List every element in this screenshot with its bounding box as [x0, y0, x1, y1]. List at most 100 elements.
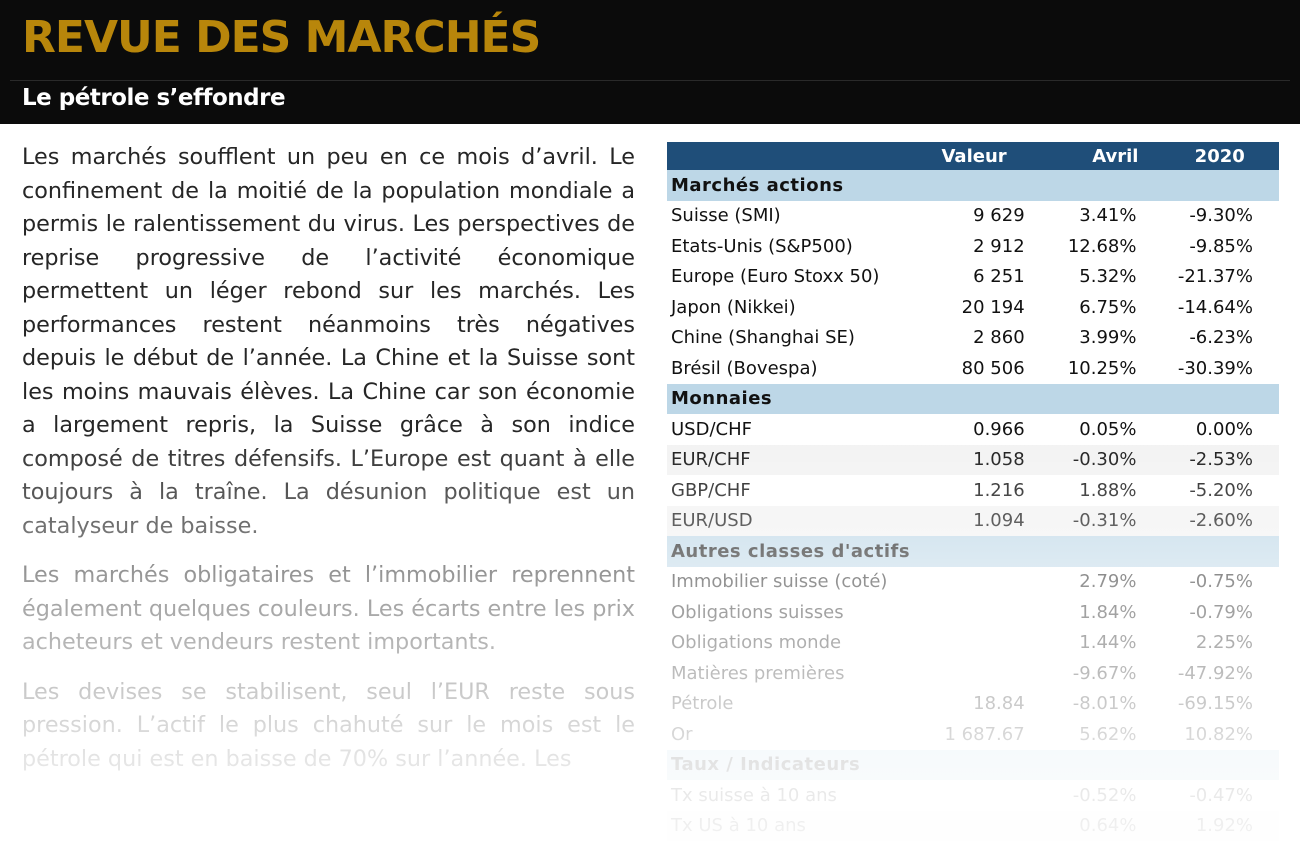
article-paragraph: Les marchés soufflent un peu en ce mois …: [22, 144, 635, 539]
header-year: 2020: [1160, 142, 1279, 170]
row-year: -9.85%: [1160, 231, 1279, 262]
row-valeur: 18.84: [973, 693, 1025, 715]
row-label: EUR/CHF: [667, 444, 927, 475]
row-avril: 1.44%: [1079, 632, 1137, 654]
row-valeur: 1.058: [926, 444, 1029, 475]
market-table: Valeur Avril 2020 Marchés actions Suisse …: [667, 142, 1279, 841]
header-valeur: Valeur: [926, 142, 1029, 170]
row-year: 2.25%: [1195, 632, 1253, 654]
table-body: Marchés actions Suisse (SMI) 9 629 3.41% -9.…: [667, 170, 1279, 841]
row-year: -2.53%: [1160, 444, 1279, 475]
row-label: Or: [667, 719, 927, 750]
row-year: 1.92%: [1160, 810, 1279, 841]
page-header: REVUE DES MARCHÉS Le pétrole s’effondre: [0, 0, 1300, 124]
table-row: Etats-Unis (S&P500) 2 912 12.68% -9.85%: [667, 231, 1279, 262]
row-avril: 12.68%: [1028, 231, 1161, 262]
section-title: Taux / Indicateurs: [667, 749, 1279, 780]
table-row: Japon (Nikkei) 20 194 6.75% -14.64%: [667, 292, 1279, 323]
table-row: Suisse (SMI) 9 629 3.41% -9.30%: [667, 201, 1279, 232]
section-title: Marchés actions: [667, 170, 1279, 201]
row-avril: 0.64%: [1028, 810, 1161, 841]
table-header-row: Valeur Avril 2020: [667, 142, 1279, 170]
article-text: Les marchés soufflent un peu en ce mois …: [22, 141, 635, 792]
article-paragraph: Les devises se stabilisent, seul l’EUR r…: [22, 678, 635, 772]
row-label: Europe (Euro Stoxx 50): [671, 266, 880, 288]
row-year: -14.64%: [1160, 292, 1279, 323]
row-valeur: [927, 628, 1029, 659]
row-year: -21.37%: [1177, 266, 1253, 288]
row-label: Chine (Shanghai SE): [671, 327, 855, 349]
row-label: GBP/CHF: [667, 475, 927, 506]
table-row: Brésil (Bovespa) 80 506 10.25% -30.39%: [667, 353, 1279, 384]
section-row: Taux / Indicateurs: [667, 749, 1279, 780]
row-year: 10.82%: [1160, 719, 1279, 750]
row-year: -0.79%: [1160, 597, 1279, 628]
row-year: -30.39%: [1160, 353, 1279, 384]
row-label: Japon (Nikkei): [667, 292, 927, 323]
table-row: GBP/CHF 1.216 1.88% -5.20%: [667, 475, 1279, 506]
row-valeur: [926, 780, 1029, 811]
row-year: -9.30%: [1189, 205, 1253, 227]
table-row: Matières premières -9.67% -47.92%: [667, 658, 1279, 689]
row-label: Tx US à 10 ans: [667, 810, 927, 841]
row-year: -47.92%: [1160, 658, 1279, 689]
row-valeur: 1 687.67: [926, 719, 1029, 750]
row-label: Obligations monde: [671, 632, 842, 654]
section-title: Autres classes d'actifs: [667, 536, 1279, 567]
row-label: USD/CHF: [667, 414, 927, 445]
row-year: -5.20%: [1160, 475, 1279, 506]
row-avril: 0.05%: [1028, 414, 1161, 445]
market-table-container: Valeur Avril 2020 Marchés actions Suisse …: [667, 142, 1279, 841]
row-valeur: 2 912: [926, 231, 1029, 262]
row-year: -6.23%: [1189, 327, 1253, 349]
table-row: Obligations suisses 1.84% -0.79%: [667, 597, 1279, 628]
section-row: Monnaies: [667, 383, 1279, 414]
row-valeur: [927, 567, 1029, 598]
row-label: Brésil (Bovespa): [667, 353, 927, 384]
article-paragraph: Les marchés obligataires et l’immobilier…: [22, 562, 635, 655]
row-label: Tx suisse à 10 ans: [667, 780, 927, 811]
row-valeur: 80 506: [926, 353, 1029, 384]
row-avril: -0.31%: [1028, 505, 1161, 536]
table-row: Immobilier suisse (coté) 2.79% -0.75%: [667, 567, 1279, 598]
row-valeur: 2 860: [973, 327, 1025, 349]
row-avril: -0.52%: [1028, 780, 1161, 811]
row-avril: 3.41%: [1079, 205, 1137, 227]
row-year: -0.47%: [1160, 780, 1279, 811]
row-valeur: [926, 597, 1029, 628]
table-row: EUR/CHF 1.058 -0.30% -2.53%: [667, 444, 1279, 475]
row-avril: 3.99%: [1079, 327, 1137, 349]
row-label: Immobilier suisse (coté): [671, 571, 888, 593]
section-title: Monnaies: [667, 383, 1279, 414]
table-row: Tx suisse à 10 ans -0.52% -0.47%: [667, 780, 1279, 811]
row-label: Matières premières: [667, 658, 927, 689]
header-avril: Avril: [1028, 142, 1161, 170]
row-avril: 1.88%: [1028, 475, 1161, 506]
row-year: -2.60%: [1160, 505, 1279, 536]
row-avril: 5.62%: [1028, 719, 1161, 750]
row-valeur: 1.216: [926, 475, 1029, 506]
table-row: Pétrole 18.84 -8.01% -69.15%: [667, 689, 1279, 720]
row-avril: -8.01%: [1072, 693, 1137, 715]
row-year: 0.00%: [1160, 414, 1279, 445]
row-label: Etats-Unis (S&P500): [667, 231, 927, 262]
row-avril: 5.32%: [1079, 266, 1137, 288]
section-row: Autres classes d'actifs: [667, 536, 1279, 567]
row-avril: 2.79%: [1079, 571, 1137, 593]
row-label: Obligations suisses: [667, 597, 927, 628]
row-valeur: 0.966: [926, 414, 1029, 445]
table-row: Europe (Euro Stoxx 50) 6 251 5.32% -21.37%: [667, 262, 1279, 293]
row-valeur: [926, 810, 1029, 841]
table-row: Tx US à 10 ans 0.64% 1.92%: [667, 810, 1279, 841]
row-avril: 1.84%: [1028, 597, 1161, 628]
row-valeur: 6 251: [973, 266, 1025, 288]
header-divider: [10, 80, 1290, 81]
table-row: Obligations monde 1.44% 2.25%: [667, 628, 1279, 659]
row-label: Suisse (SMI): [671, 205, 781, 227]
row-year: -69.15%: [1177, 693, 1253, 715]
header-label-cell: [667, 142, 927, 170]
row-valeur: 1.094: [926, 505, 1029, 536]
table-row: USD/CHF 0.966 0.05% 0.00%: [667, 414, 1279, 445]
row-year: -0.75%: [1189, 571, 1253, 593]
row-avril: -0.30%: [1028, 444, 1161, 475]
